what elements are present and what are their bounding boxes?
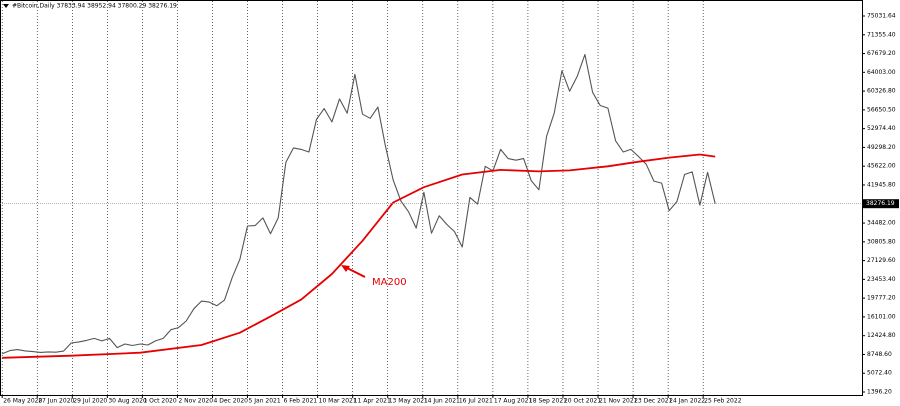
x-tick-label: 16 Jul 2021	[459, 398, 493, 405]
x-tick-label: 6 Feb 2021	[284, 398, 318, 405]
y-tick-label: 16101.00	[867, 313, 896, 320]
x-tick-label: 20 Oct 2021	[564, 398, 601, 405]
x-tick-label: 30 Aug 2020	[108, 398, 147, 405]
y-tick-label: 12424.80	[867, 332, 896, 339]
last-price-box	[863, 199, 899, 209]
x-tick-label: 11 Apr 2021	[354, 398, 391, 405]
x-tick-label: 10 Mar 2021	[319, 398, 357, 405]
x-tick-label: 14 Jun 2021	[424, 398, 460, 405]
x-tick-label: 29 Jul 2020	[73, 398, 107, 405]
y-tick-label: 49298.20	[867, 144, 896, 151]
annotation-arrowhead	[341, 265, 350, 272]
x-tick-label: 25 Feb 2022	[704, 398, 742, 405]
x-tick-label: 17 Aug 2021	[494, 398, 533, 405]
y-tick-label: 41945.80	[867, 181, 896, 188]
x-tick-label: 13 May 2021	[389, 398, 428, 405]
x-tick-label: 24 Jan 2022	[669, 398, 705, 405]
y-tick-label: 52974.40	[867, 125, 896, 132]
y-tick-label: 56650.50	[867, 106, 896, 113]
y-tick-label: 71355.40	[867, 31, 896, 38]
x-tick-label: 2 Nov 2020	[178, 398, 213, 405]
last-price-label: 38276.19	[866, 200, 895, 207]
y-tick-label: 23453.40	[867, 276, 896, 283]
ma-line	[2, 153, 716, 359]
annotation-arrow	[344, 266, 366, 278]
x-tick-label: 27 Jun 2020	[38, 398, 74, 405]
y-tick-label: 60326.80	[867, 88, 896, 95]
chart-title: #Bitcoin,Daily 37833.94 38952.94 37800.2…	[12, 3, 177, 10]
y-tick-label: 8748.60	[867, 351, 892, 358]
y-tick-label: 67679.20	[867, 50, 896, 57]
x-tick-label: 21 Nov 2021	[599, 398, 638, 405]
x-tick-label: 5 Jan 2021	[249, 398, 281, 405]
y-tick-label: 64003.00	[867, 69, 896, 76]
plot-frame	[0, 0, 863, 396]
menu-icon[interactable]	[3, 4, 9, 8]
x-tick-label: 26 May 2020	[3, 398, 42, 405]
y-tick-label: 1396.20	[867, 388, 892, 395]
y-tick-label: 30805.80	[867, 238, 896, 245]
y-tick-label: 27129.60	[867, 257, 896, 264]
x-tick-label: 23 Dec 2021	[634, 398, 673, 405]
y-tick-label: 19777.20	[867, 295, 896, 302]
y-tick-label: 75031.64	[867, 13, 896, 20]
y-tick-label: 45622.00	[867, 163, 896, 170]
x-tick-label: 1 Oct 2020	[143, 398, 176, 405]
x-tick-label: 18 Sep 2021	[529, 398, 567, 405]
y-tick-label: 34482.00	[867, 220, 896, 227]
price-line	[1, 53, 716, 355]
x-tick-label: 4 Dec 2020	[213, 398, 248, 405]
y-tick-label: 5072.40	[867, 370, 892, 377]
annotation: MA200	[372, 277, 407, 288]
